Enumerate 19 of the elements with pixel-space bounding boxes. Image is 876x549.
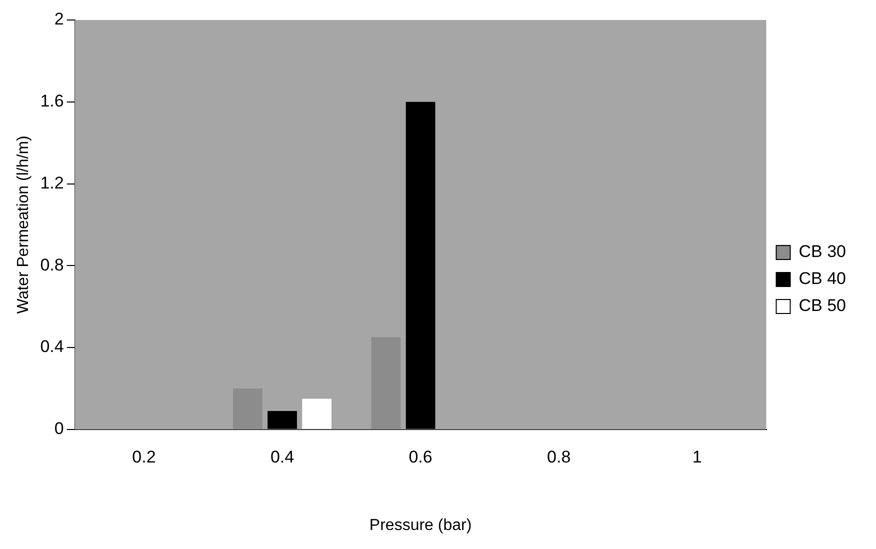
- x-tick-label: 0.8: [547, 447, 571, 466]
- x-tick-label: 0.4: [270, 447, 294, 466]
- x-tick-label: 1: [692, 447, 702, 466]
- y-tick-label: 0.8: [40, 255, 64, 274]
- y-tick-label: 0.4: [40, 337, 64, 356]
- x-tick-label: 0.2: [132, 447, 156, 466]
- legend-label: CB 40: [798, 269, 846, 288]
- x-tick-label: 0.6: [408, 447, 432, 466]
- y-tick-label: 2: [54, 10, 64, 29]
- bar: [302, 398, 332, 429]
- legend-label: CB 30: [798, 242, 846, 262]
- legend-label: CB 50: [798, 296, 846, 316]
- x-axis-title: Pressure (bar): [369, 516, 472, 534]
- y-tick-label: 1.2: [40, 173, 64, 192]
- y-tick-label: 1.6: [40, 92, 64, 111]
- y-tick-label: 0: [54, 419, 64, 438]
- y-axis-title: Water Permeation (l/h/m): [15, 136, 32, 314]
- bar: [232, 388, 262, 429]
- bar: [371, 337, 401, 429]
